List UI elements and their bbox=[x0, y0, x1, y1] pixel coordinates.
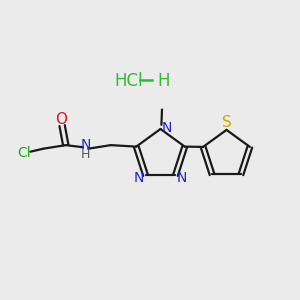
Text: N: N bbox=[134, 170, 144, 184]
Text: N: N bbox=[177, 170, 187, 184]
Text: H: H bbox=[81, 148, 91, 160]
Text: N: N bbox=[162, 121, 172, 134]
Text: S: S bbox=[222, 115, 231, 130]
Text: H: H bbox=[158, 72, 170, 90]
Text: N: N bbox=[81, 138, 91, 152]
Text: Cl: Cl bbox=[17, 146, 31, 160]
Text: HCl: HCl bbox=[114, 72, 142, 90]
Text: O: O bbox=[55, 112, 67, 127]
